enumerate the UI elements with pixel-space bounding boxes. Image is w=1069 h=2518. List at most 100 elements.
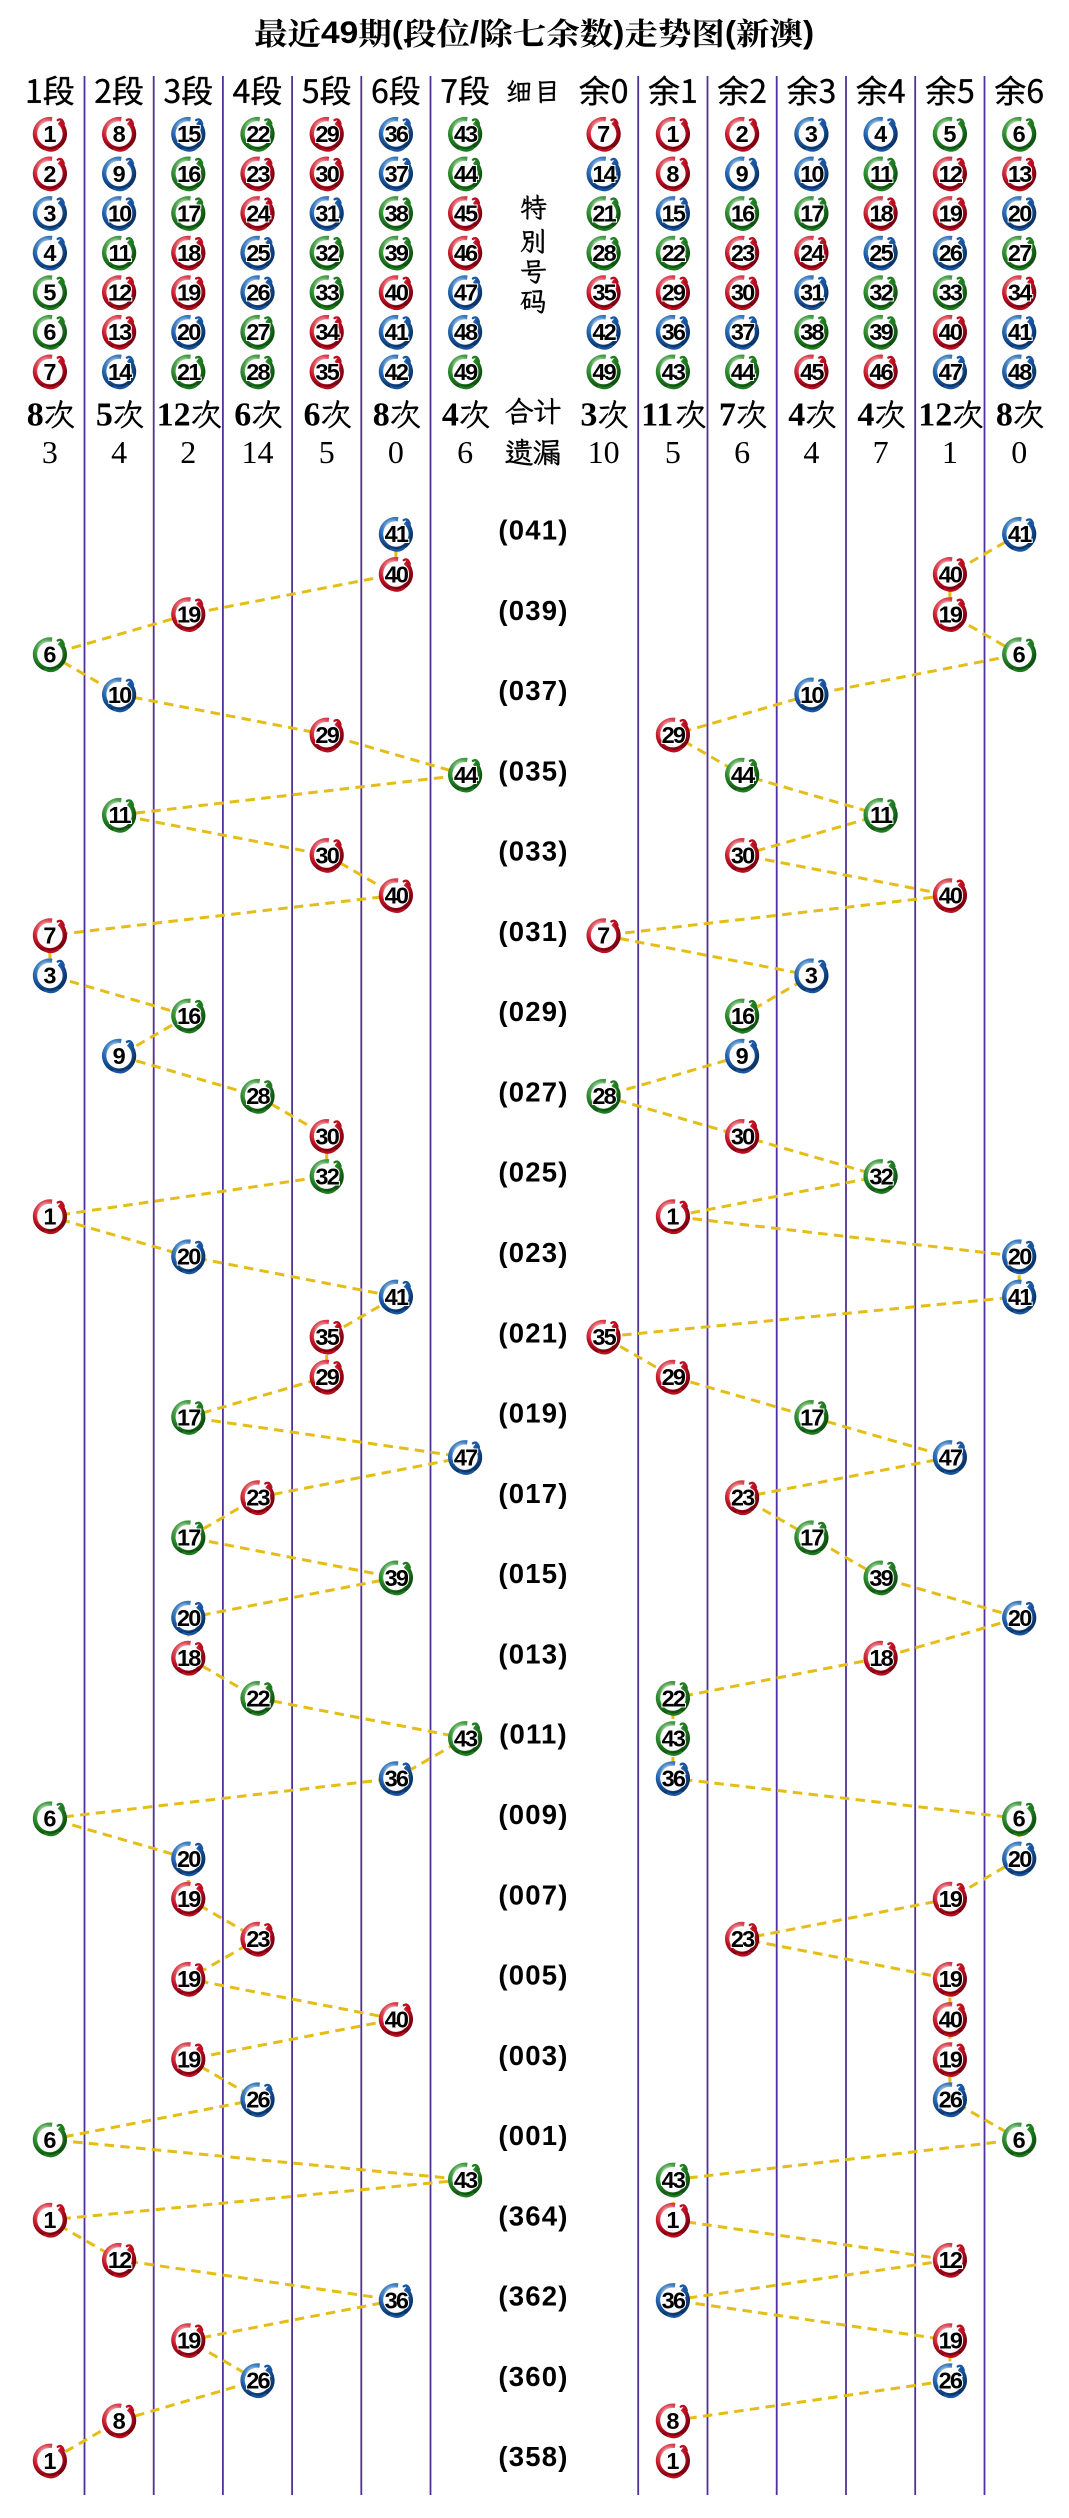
svg-text:(019): (019)	[498, 1398, 568, 1429]
svg-text:/: /	[470, 15, 479, 50]
svg-text:8: 8	[373, 397, 390, 434]
svg-text:7: 7	[43, 923, 56, 949]
svg-text:41: 41	[1008, 319, 1032, 345]
svg-text:32: 32	[315, 240, 339, 266]
svg-text:49: 49	[321, 15, 358, 50]
svg-text:39: 39	[385, 1565, 409, 1591]
svg-text:22: 22	[662, 240, 686, 266]
svg-text:): )	[613, 15, 624, 50]
svg-text:35: 35	[592, 280, 616, 306]
svg-text:18: 18	[177, 240, 201, 266]
svg-text:29: 29	[315, 1364, 339, 1390]
svg-text:3: 3	[43, 200, 56, 226]
svg-text:10: 10	[588, 434, 620, 470]
svg-text:20: 20	[1008, 1846, 1032, 1872]
svg-text:2: 2	[43, 161, 56, 187]
svg-text:(037): (037)	[498, 675, 568, 706]
svg-text:6: 6	[457, 434, 473, 470]
svg-text:16: 16	[731, 200, 755, 226]
svg-text:39: 39	[869, 1565, 893, 1591]
svg-text:38: 38	[385, 200, 409, 226]
svg-text:27: 27	[1008, 240, 1032, 266]
svg-text:6: 6	[234, 397, 251, 434]
svg-text:41: 41	[1008, 1284, 1032, 1310]
svg-text:11: 11	[108, 240, 131, 266]
svg-text:): )	[803, 15, 814, 50]
svg-text:29: 29	[315, 121, 339, 147]
svg-text:5: 5	[943, 121, 956, 147]
svg-text:19: 19	[177, 602, 201, 628]
svg-text:17: 17	[177, 1404, 201, 1430]
svg-text:22: 22	[246, 121, 270, 147]
svg-text:29: 29	[662, 1364, 686, 1390]
svg-text:(029): (029)	[498, 996, 568, 1027]
svg-text:20: 20	[177, 1244, 201, 1270]
svg-text:34: 34	[315, 319, 339, 345]
svg-text:11: 11	[870, 161, 893, 187]
svg-text:24: 24	[246, 200, 270, 226]
svg-text:43: 43	[662, 2167, 686, 2193]
svg-text:7: 7	[597, 923, 610, 949]
svg-text:7: 7	[43, 359, 56, 385]
svg-text:43: 43	[454, 2167, 478, 2193]
svg-text:19: 19	[939, 2047, 963, 2073]
svg-text:41: 41	[385, 521, 409, 547]
svg-text:26: 26	[246, 280, 270, 306]
svg-text:15: 15	[662, 200, 686, 226]
svg-text:37: 37	[385, 161, 409, 187]
svg-text:6: 6	[1013, 121, 1026, 147]
svg-text:30: 30	[731, 280, 755, 306]
svg-text:0: 0	[1011, 434, 1027, 470]
svg-text:23: 23	[731, 240, 755, 266]
svg-text:36: 36	[662, 319, 686, 345]
svg-text:17: 17	[177, 200, 201, 226]
svg-text:20: 20	[1008, 1605, 1032, 1631]
svg-text:40: 40	[939, 319, 963, 345]
svg-text:4: 4	[111, 434, 127, 470]
svg-text:(011): (011)	[499, 1719, 568, 1750]
svg-text:8: 8	[27, 397, 44, 434]
svg-text:13: 13	[1008, 161, 1032, 187]
svg-text:41: 41	[385, 319, 409, 345]
svg-text:(364): (364)	[498, 2200, 568, 2231]
svg-text:17: 17	[177, 1525, 201, 1551]
svg-text:12: 12	[918, 397, 952, 434]
svg-text:(035): (035)	[498, 755, 568, 786]
svg-text:7: 7	[719, 397, 736, 434]
svg-text:26: 26	[939, 2087, 963, 2113]
svg-text:23: 23	[731, 1485, 755, 1511]
svg-text:0: 0	[388, 434, 404, 470]
svg-text:2: 2	[736, 121, 749, 147]
svg-text:16: 16	[177, 1003, 201, 1029]
svg-text:16: 16	[731, 1003, 755, 1029]
svg-text:(: (	[392, 15, 403, 50]
svg-text:6: 6	[43, 319, 56, 345]
svg-text:20: 20	[177, 319, 201, 345]
svg-text:6: 6	[43, 2127, 56, 2153]
svg-text:(003): (003)	[498, 2040, 568, 2071]
svg-text:19: 19	[177, 1966, 201, 1992]
svg-text:47: 47	[454, 280, 478, 306]
svg-text:28: 28	[592, 1083, 616, 1109]
svg-text:(041): (041)	[498, 515, 568, 546]
svg-text:36: 36	[662, 2287, 686, 2313]
svg-text:35: 35	[315, 1324, 339, 1350]
svg-text:31: 31	[800, 280, 824, 306]
svg-text:(031): (031)	[498, 916, 568, 947]
svg-text:19: 19	[177, 280, 201, 306]
svg-text:17: 17	[800, 200, 824, 226]
svg-text:26: 26	[939, 240, 963, 266]
svg-text:40: 40	[385, 2006, 409, 2032]
svg-text:32: 32	[869, 1163, 893, 1189]
svg-text:41: 41	[385, 1284, 409, 1310]
svg-text:24: 24	[800, 240, 824, 266]
svg-text:6: 6	[43, 1806, 56, 1832]
svg-text:44: 44	[454, 762, 478, 788]
svg-text:42: 42	[385, 359, 409, 385]
svg-text:3: 3	[805, 121, 818, 147]
svg-text:30: 30	[315, 161, 339, 187]
svg-text:12: 12	[939, 2247, 963, 2273]
svg-text:20: 20	[1008, 1244, 1032, 1270]
svg-text:(027): (027)	[498, 1077, 568, 1108]
svg-text:1: 1	[942, 434, 958, 470]
